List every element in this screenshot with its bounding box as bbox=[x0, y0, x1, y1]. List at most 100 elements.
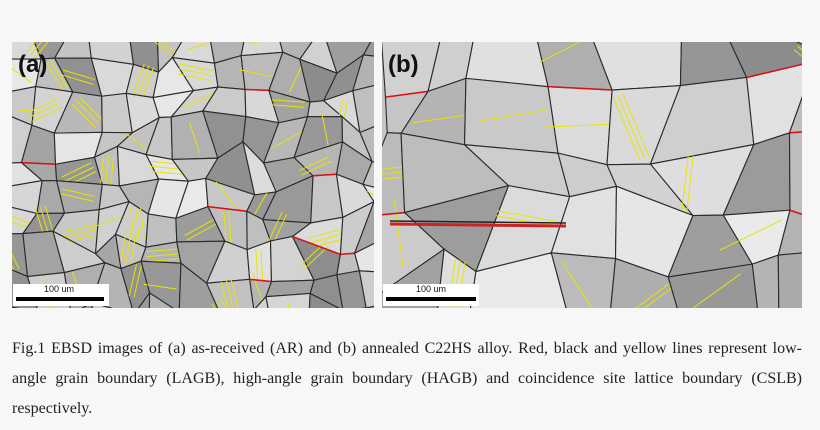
grain bbox=[208, 309, 254, 320]
grain bbox=[55, 180, 103, 214]
grain bbox=[465, 42, 549, 88]
twin-boundary bbox=[177, 73, 211, 82]
twin-boundary bbox=[249, 42, 260, 45]
ebsd-image-a bbox=[6, 42, 390, 320]
low-angle-boundary bbox=[340, 252, 355, 256]
scale-bar bbox=[386, 297, 476, 301]
twin-boundary bbox=[120, 230, 127, 264]
twin-boundary bbox=[6, 313, 35, 320]
grain bbox=[179, 309, 218, 320]
grain bbox=[362, 161, 374, 188]
low-angle-boundary bbox=[21, 161, 56, 165]
twin-boundary bbox=[140, 207, 145, 241]
grain-boundary bbox=[389, 220, 567, 224]
twin-boundary bbox=[478, 109, 546, 122]
twin-boundary bbox=[272, 213, 288, 245]
twin-boundary bbox=[162, 42, 180, 57]
twin-boundary bbox=[215, 181, 237, 209]
grain bbox=[807, 39, 820, 94]
grain bbox=[265, 292, 311, 308]
low-angle-boundary bbox=[249, 278, 272, 283]
grain bbox=[756, 311, 809, 320]
low-angle-boundary bbox=[245, 88, 269, 92]
twin-boundary bbox=[146, 253, 180, 258]
caption: Fig.1 EBSD images of (a) as-received (AR… bbox=[12, 340, 802, 417]
grain bbox=[178, 262, 219, 308]
panel-label: (a) bbox=[18, 51, 47, 78]
twin-boundary bbox=[543, 123, 612, 128]
twin-boundary bbox=[147, 258, 181, 263]
twin-boundary bbox=[539, 42, 582, 63]
twin-boundary bbox=[365, 307, 390, 320]
low-angle-boundary bbox=[568, 315, 609, 320]
grain bbox=[148, 291, 174, 308]
grain bbox=[469, 252, 567, 308]
low-angle-boundary bbox=[292, 235, 341, 256]
twin-boundary bbox=[184, 219, 214, 237]
twin-boundary bbox=[26, 42, 36, 53]
grain bbox=[777, 209, 802, 256]
twin-boundary bbox=[178, 68, 212, 77]
twin-boundary bbox=[684, 155, 694, 224]
low-angle-boundary bbox=[207, 205, 247, 213]
twin-boundary bbox=[91, 215, 124, 229]
twin-boundary bbox=[186, 223, 217, 241]
low-angle-boundary bbox=[746, 63, 802, 79]
twin-boundary bbox=[135, 207, 140, 241]
grain bbox=[359, 126, 374, 163]
grain bbox=[529, 315, 609, 320]
grain bbox=[751, 254, 780, 308]
grain bbox=[681, 311, 757, 320]
twin-boundary bbox=[61, 74, 94, 85]
twin-boundary bbox=[12, 215, 29, 224]
twin-boundary bbox=[125, 231, 132, 265]
grain bbox=[353, 200, 374, 255]
twin-boundary bbox=[321, 113, 329, 146]
twin-boundary bbox=[139, 310, 145, 320]
twin-boundary bbox=[9, 309, 38, 320]
twin-boundary bbox=[225, 280, 234, 308]
twin-boundary bbox=[63, 166, 94, 182]
twin-boundary bbox=[186, 42, 215, 51]
low-angle-boundary bbox=[389, 222, 567, 228]
twin-boundary bbox=[622, 93, 650, 157]
twin-boundary bbox=[32, 106, 63, 122]
twin-boundary bbox=[719, 219, 782, 251]
scale-bar-label: 100 um bbox=[44, 284, 74, 294]
figure: (a) (b) 100 um 100 um bbox=[6, 39, 820, 320]
grain bbox=[362, 42, 374, 57]
low-angle-boundary bbox=[548, 85, 613, 91]
twin-boundary bbox=[255, 249, 259, 283]
twin-boundary bbox=[12, 253, 20, 270]
low-angle-boundary bbox=[385, 90, 429, 98]
twin-boundary bbox=[29, 102, 61, 118]
grain bbox=[788, 96, 802, 134]
grain bbox=[550, 252, 617, 308]
grain bbox=[352, 54, 374, 92]
twin-boundary bbox=[30, 42, 43, 56]
twin-boundary bbox=[12, 68, 32, 83]
grain bbox=[137, 291, 151, 308]
twin-boundary bbox=[150, 170, 184, 175]
ebsd-image-b bbox=[382, 39, 820, 320]
grain bbox=[37, 312, 71, 320]
twin-boundary bbox=[300, 242, 326, 266]
grain bbox=[205, 278, 255, 308]
grain bbox=[358, 270, 374, 308]
twin-boundary bbox=[612, 97, 641, 161]
twin-boundary bbox=[230, 279, 239, 308]
grain bbox=[308, 292, 340, 308]
twin-boundary bbox=[814, 266, 820, 320]
twin-boundary bbox=[154, 42, 177, 60]
twin-boundary bbox=[75, 100, 100, 125]
twin-boundary bbox=[12, 108, 32, 112]
grain bbox=[788, 131, 802, 215]
twin-boundary bbox=[271, 104, 305, 108]
twin-boundary bbox=[308, 228, 341, 239]
twin-boundary bbox=[366, 190, 374, 196]
low-angle-boundary bbox=[382, 211, 405, 216]
twin-boundary bbox=[692, 273, 741, 308]
grain bbox=[240, 42, 284, 57]
twin-boundary bbox=[150, 165, 184, 170]
grain bbox=[309, 274, 344, 308]
